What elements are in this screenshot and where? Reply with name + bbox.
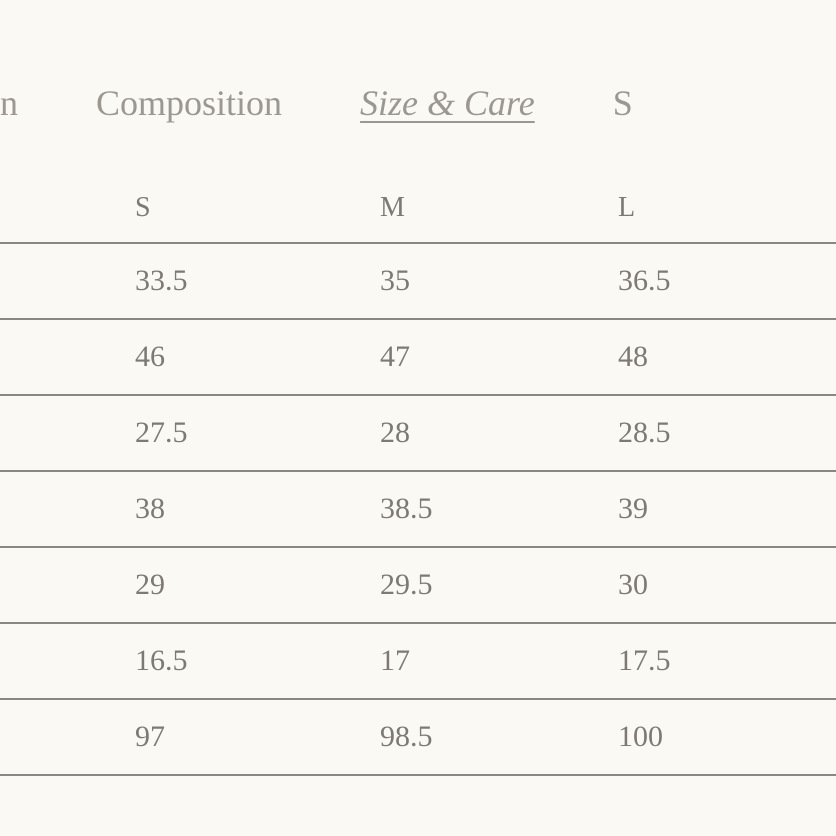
table-cell: 29 xyxy=(135,547,380,623)
table-cell: 28.5 xyxy=(618,395,836,471)
table-cell: 39 xyxy=(618,471,836,547)
table-header-l: L xyxy=(618,192,836,243)
table-cell xyxy=(0,623,135,699)
table-cell: 30 xyxy=(618,547,836,623)
table-cell: 48 xyxy=(618,319,836,395)
table-row: 29 29.5 30 xyxy=(0,547,836,623)
table-row: 97 98.5 100 xyxy=(0,699,836,775)
table-cell: 17.5 xyxy=(618,623,836,699)
table-cell: 38.5 xyxy=(380,471,618,547)
table-row: 46 47 48 xyxy=(0,319,836,395)
tab-size-and-care[interactable]: Size & Care xyxy=(360,82,535,124)
table-cell xyxy=(0,395,135,471)
table-cell: 33.5 xyxy=(135,243,380,319)
table-cell: 36.5 xyxy=(618,243,836,319)
table-cell: 17 xyxy=(380,623,618,699)
table-cell xyxy=(0,699,135,775)
table-cell: 38 xyxy=(135,471,380,547)
tab-bar: otion Composition Size & Care S xyxy=(0,0,836,124)
tab-composition[interactable]: Composition xyxy=(96,82,282,124)
table-cell: 47 xyxy=(380,319,618,395)
table-header-lead xyxy=(0,192,135,243)
table-cell: 100 xyxy=(618,699,836,775)
table-row: 27.5 28 28.5 xyxy=(0,395,836,471)
table-row: 38 38.5 39 xyxy=(0,471,836,547)
size-table-container: S M L 33.5 35 36.5 46 47 48 27.5 28 xyxy=(0,192,836,776)
tab-description[interactable]: otion xyxy=(0,82,18,124)
table-cell: 28 xyxy=(380,395,618,471)
table-cell xyxy=(0,319,135,395)
table-header-s: S xyxy=(135,192,380,243)
table-header-m: M xyxy=(380,192,618,243)
table-cell: 27.5 xyxy=(135,395,380,471)
table-row: 16.5 17 17.5 xyxy=(0,623,836,699)
table-cell: 29.5 xyxy=(380,547,618,623)
table-cell: 98.5 xyxy=(380,699,618,775)
tab-next[interactable]: S xyxy=(613,82,633,124)
size-table: S M L 33.5 35 36.5 46 47 48 27.5 28 xyxy=(0,192,836,776)
table-cell: 16.5 xyxy=(135,623,380,699)
table-header-row: S M L xyxy=(0,192,836,243)
table-cell xyxy=(0,547,135,623)
table-cell xyxy=(0,243,135,319)
table-cell: 46 xyxy=(135,319,380,395)
table-row: 33.5 35 36.5 xyxy=(0,243,836,319)
table-cell: 35 xyxy=(380,243,618,319)
table-cell xyxy=(0,471,135,547)
table-cell: 97 xyxy=(135,699,380,775)
